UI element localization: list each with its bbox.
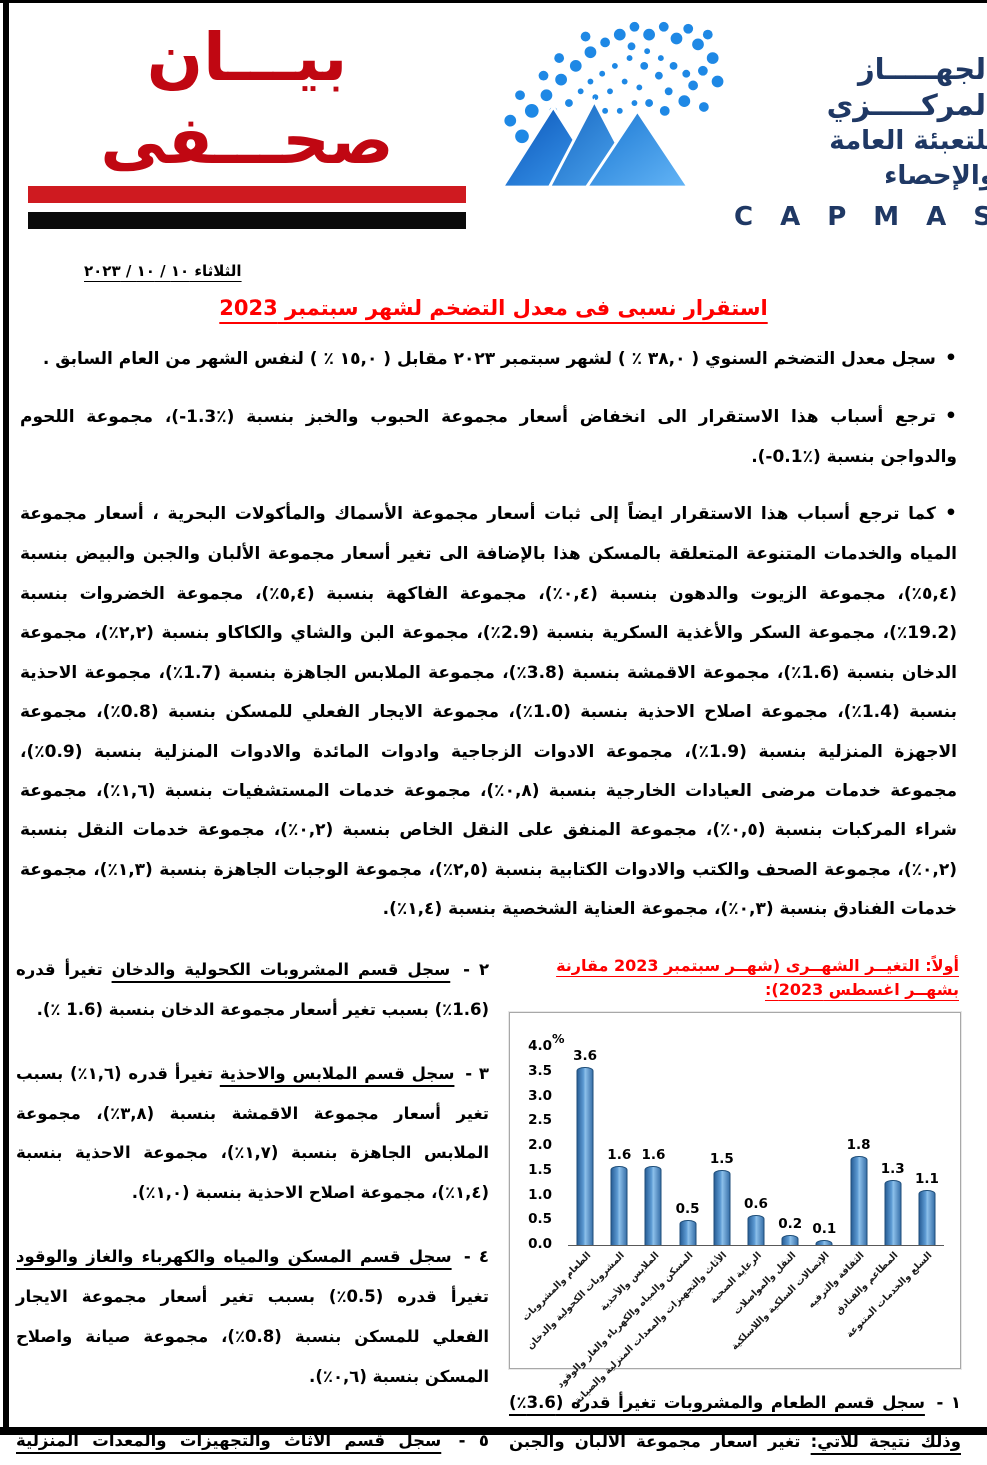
bullet-marker: • (944, 502, 957, 525)
chart-bar-group: 0.6 (744, 1047, 768, 1245)
bar-value-label: 0.1 (812, 1220, 837, 1237)
main-title: استقرار نسبى فى معدل التضخم لشهر سبتمبر … (219, 295, 768, 320)
bullet-annual-inflation: • سجل معدل التضخم السنوي ( ٣٨,٠ ٪ ) لشهر … (20, 336, 957, 380)
y-axis-tick: 3.0 (528, 1087, 552, 1104)
section-body: تغيرأ قدره (١,٦٪) بسبب تغير أسعار مجموعة… (16, 1063, 489, 1203)
section-furniture-equipment: ٥ - سجل قسم الأثاث والتجهيزات والمعدات ا… (16, 1421, 489, 1465)
section-alcohol-tobacco: ٢ - سجل قسم المشروبات الكحولية والدخان ت… (16, 950, 489, 1030)
y-axis-tick: 0.0 (528, 1235, 552, 1252)
banner-black-bar (28, 212, 466, 229)
chart-bar-group: 1.8 (847, 1047, 870, 1245)
x-axis-category-label: المطاعم والفنادق (833, 1249, 901, 1317)
section-number: ٢ - (463, 959, 490, 979)
y-axis-tick: 2.5 (528, 1112, 552, 1129)
bullet-groups-detail: •كما ترجع أسباب هذا الاستقرار ايضاً إلى … (20, 491, 957, 929)
y-axis-tick: 3.5 (528, 1062, 552, 1079)
capmas-logo: الجهـــــاز المركـــــزي للتعبئة العامة … (492, 17, 987, 232)
chart-bar: 0.1 (812, 1221, 836, 1245)
chart-bar: 0.6 (744, 1196, 768, 1245)
bar-value-label: 0.6 (744, 1196, 768, 1213)
banner-red-bar (28, 186, 466, 203)
section-body: تغيرأ قدره (1.6٪) بسبب تغير أسعار مجموعة… (16, 959, 489, 1019)
y-axis-tick: 4.0 (528, 1037, 552, 1054)
y-axis-tick: 1.5 (528, 1161, 552, 1178)
chart-bar-group: 1.5 (710, 1047, 734, 1245)
chart-bar-group: 1.1 (915, 1047, 939, 1245)
chart-bar: 1.6 (607, 1147, 631, 1245)
bar-value-label: 0.2 (778, 1215, 803, 1232)
y-axis-tick: 1.0 (528, 1186, 552, 1203)
section-number: ٣ - (465, 1063, 489, 1083)
agency-name-line1: الجهـــــاز المركـــــزي (826, 52, 987, 123)
bullet-marker: • (944, 404, 957, 427)
chart-bar-group: 0.2 (778, 1047, 802, 1245)
chart-bar: 1.6 (641, 1147, 665, 1245)
date-line: الثلاثاء ١٠ / ١٠ / ٢٠٢٣ (84, 261, 242, 280)
chart-bar-group: 0.5 (676, 1047, 700, 1245)
banner-title: بيـــان صحـــفى (100, 19, 394, 179)
agency-acronym: CAPMAS (734, 201, 987, 232)
chart-bar: 0.5 (676, 1201, 700, 1245)
section-number: ١ - (936, 1392, 962, 1412)
section-housing-utilities: ٤ - سجل قسم المسكن والمياه والكهرباء وال… (16, 1237, 489, 1397)
page-left-border (3, 3, 9, 1435)
y-axis-tick: 0.5 (528, 1211, 552, 1228)
agency-name-line2: للتعبئة العامة والإحصاء (829, 125, 987, 191)
monthly-change-bar-chart: % 4.0 3.5 3.0 2.5 2.0 1.5 1.0 0.5 0.0 3.6 1.6 1.6 0… (509, 1011, 961, 1407)
bar-value-label: 1.5 (709, 1151, 734, 1168)
chart-bar: 1.8 (847, 1137, 870, 1245)
chart-bar-group: 1.6 (607, 1047, 631, 1245)
bar-value-label: 3.6 (573, 1047, 598, 1064)
y-axis-unit-label: % (552, 1030, 565, 1046)
chart-bar-group: 0.1 (812, 1047, 836, 1245)
section-clothing-footwear: ٣ - سجل قسم الملابس والاحذية تغيرأ قدره … (16, 1054, 489, 1214)
bullet-marker: • (944, 346, 957, 369)
bar-value-label: 1.8 (846, 1136, 871, 1153)
capmas-logo-icon (499, 21, 724, 189)
chart-categories: الطعام والمشروبات المشروبات الكحولية والد… (520, 1246, 944, 1407)
sections-column: ٢ - سجل قسم المشروبات الكحولية والدخان ت… (16, 950, 489, 1465)
section-number: ٥ - (458, 1430, 489, 1450)
chart-heading: أولاً: التغيــر الشهــرى (شهــر سبتمبر 2… (556, 955, 959, 999)
two-column-area: أولاً: التغيــر الشهــرى (شهــر سبتمبر 2… (0, 944, 987, 1465)
bar-value-label: 1.1 (914, 1171, 939, 1188)
chart-plot: 3.6 1.6 1.6 0.5 1.5 0.6 0.2 0.1 1.8 1.3 1.1 (568, 1047, 944, 1246)
section-food-beverages: ١ - سجل قسم الطعام والمشروبات تغيرأ قدره… (509, 1383, 961, 1465)
bullet-text: كما ترجع أسباب هذا الاستقرار ايضاً إلى ث… (20, 504, 958, 920)
press-statement-banner: بيـــان صحـــفى (28, 17, 466, 229)
bottom-rule (0, 1427, 987, 1435)
x-axis-category-label: النقل والمواصلات (731, 1249, 798, 1317)
section-heading: سجل قسم المشروبات الكحولية والدخان (111, 959, 451, 979)
intro-bullets: • سجل معدل التضخم السنوي ( ٣٨,٠ ٪ ) لشهر … (0, 320, 987, 930)
bar-value-label: 1.6 (641, 1146, 666, 1163)
bullet-text: ترجع أسباب هذا الاستقرار الى انخفاض أسعا… (20, 406, 957, 467)
chart-bar-group: 1.3 (881, 1047, 905, 1245)
section-body: تغير أسعار مجموعة الألبان والجبن والبيض … (509, 1432, 801, 1452)
bar-value-label: 0.5 (675, 1200, 700, 1217)
chart-column: أولاً: التغيــر الشهــرى (شهــر سبتمبر 2… (509, 950, 961, 1465)
section-number: ٤ - (463, 1247, 489, 1267)
chart-bar: 3.6 (573, 1048, 597, 1245)
chart-bar-group: 3.6 (573, 1047, 597, 1245)
bullet-stability-reasons: •ترجع أسباب هذا الاستقرار الى انخفاض أسع… (20, 394, 957, 478)
section-heading: سجل قسم المسكن والمياه والكهرباء والغاز … (16, 1247, 452, 1267)
chart-y-axis: 4.0 3.5 3.0 2.5 2.0 1.5 1.0 0.5 0.0 (516, 1039, 560, 1250)
section-heading: سجل قسم الطعام والمشروبات تغيرأ قدره (3.… (509, 1392, 961, 1452)
bar-value-label: 1.3 (880, 1161, 905, 1178)
agency-name-block: الجهـــــاز المركـــــزي للتعبئة العامة … (734, 51, 987, 232)
y-axis-tick: 2.0 (528, 1136, 552, 1153)
chart-bar: 0.2 (778, 1216, 802, 1245)
bullet-text: سجل معدل التضخم السنوي ( ٣٨,٠ ٪ ) لشهر س… (42, 348, 936, 369)
x-axis-category-label: الملابس والأحذية (597, 1249, 662, 1314)
section-heading: سجل قسم الملابس والاحذية (219, 1063, 455, 1083)
bar-value-label: 1.6 (607, 1146, 632, 1163)
header: بيـــان صحـــفى (0, 3, 987, 232)
chart-bar: 1.5 (710, 1151, 734, 1245)
chart-bar: 1.1 (915, 1171, 939, 1245)
section-body: تغيرأ قدره (0.5٪) بسبب تغير أسعار مجموعة… (16, 1287, 489, 1387)
chart-bar-group: 1.6 (641, 1047, 665, 1245)
chart-bar: 1.3 (881, 1161, 905, 1245)
section-heading: سجل قسم الأثاث والتجهيزات والمعدات المنز… (16, 1430, 442, 1450)
